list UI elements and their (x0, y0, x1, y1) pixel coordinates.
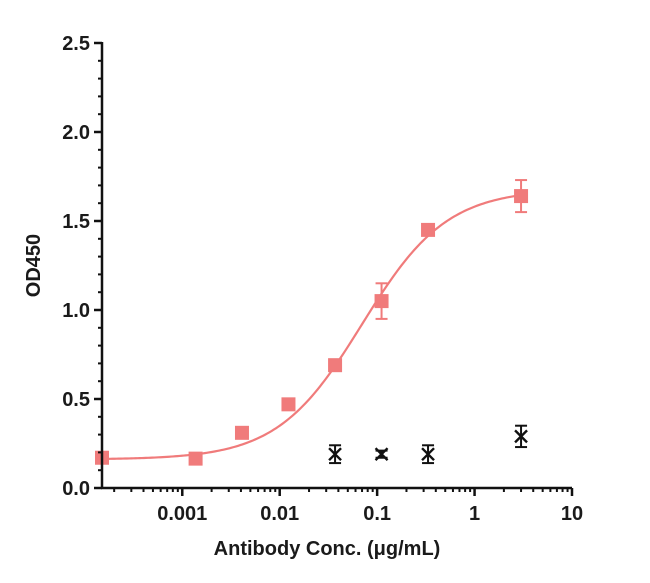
y-tick-label: 2.0 (62, 122, 90, 144)
data-point-square (421, 222, 436, 237)
plot-curves (101, 194, 522, 461)
axes (94, 41, 574, 496)
data-point-square (374, 294, 389, 309)
y-axis-title: OD450 (23, 234, 45, 297)
data-point-x (421, 447, 435, 462)
x-tick-label: 1 (469, 503, 480, 525)
y-tick-label: 0.0 (62, 478, 90, 500)
data-point-x (374, 447, 389, 462)
data-point-square (234, 425, 249, 440)
tick-labels: 0.0 0.5 1.0 1.5 2.0 2.5 0.001 0.01 0.1 1 10 (62, 33, 583, 525)
y-tick-label: 1.0 (62, 300, 90, 322)
plot-errorbars (329, 179, 528, 465)
x-tick-label: 0.01 (260, 503, 299, 525)
y-tick-label: 0.5 (62, 389, 90, 411)
data-point-x (328, 447, 342, 462)
y-tick-label: 2.5 (62, 33, 90, 55)
x-tick-label: 0.001 (157, 503, 207, 525)
data-point-square (188, 451, 203, 466)
fit-curve (101, 194, 522, 461)
plot-markers (95, 189, 529, 466)
x-tick-label: 0.1 (363, 503, 391, 525)
data-point-square (281, 397, 296, 412)
y-tick-label: 1.5 (62, 211, 90, 233)
data-point-square (514, 189, 529, 204)
x-tick-label: 10 (561, 503, 583, 525)
data-point-square (328, 358, 343, 373)
x-axis-title: Antibody Conc. (μg/mL) (214, 538, 441, 560)
data-point-x (514, 429, 528, 444)
